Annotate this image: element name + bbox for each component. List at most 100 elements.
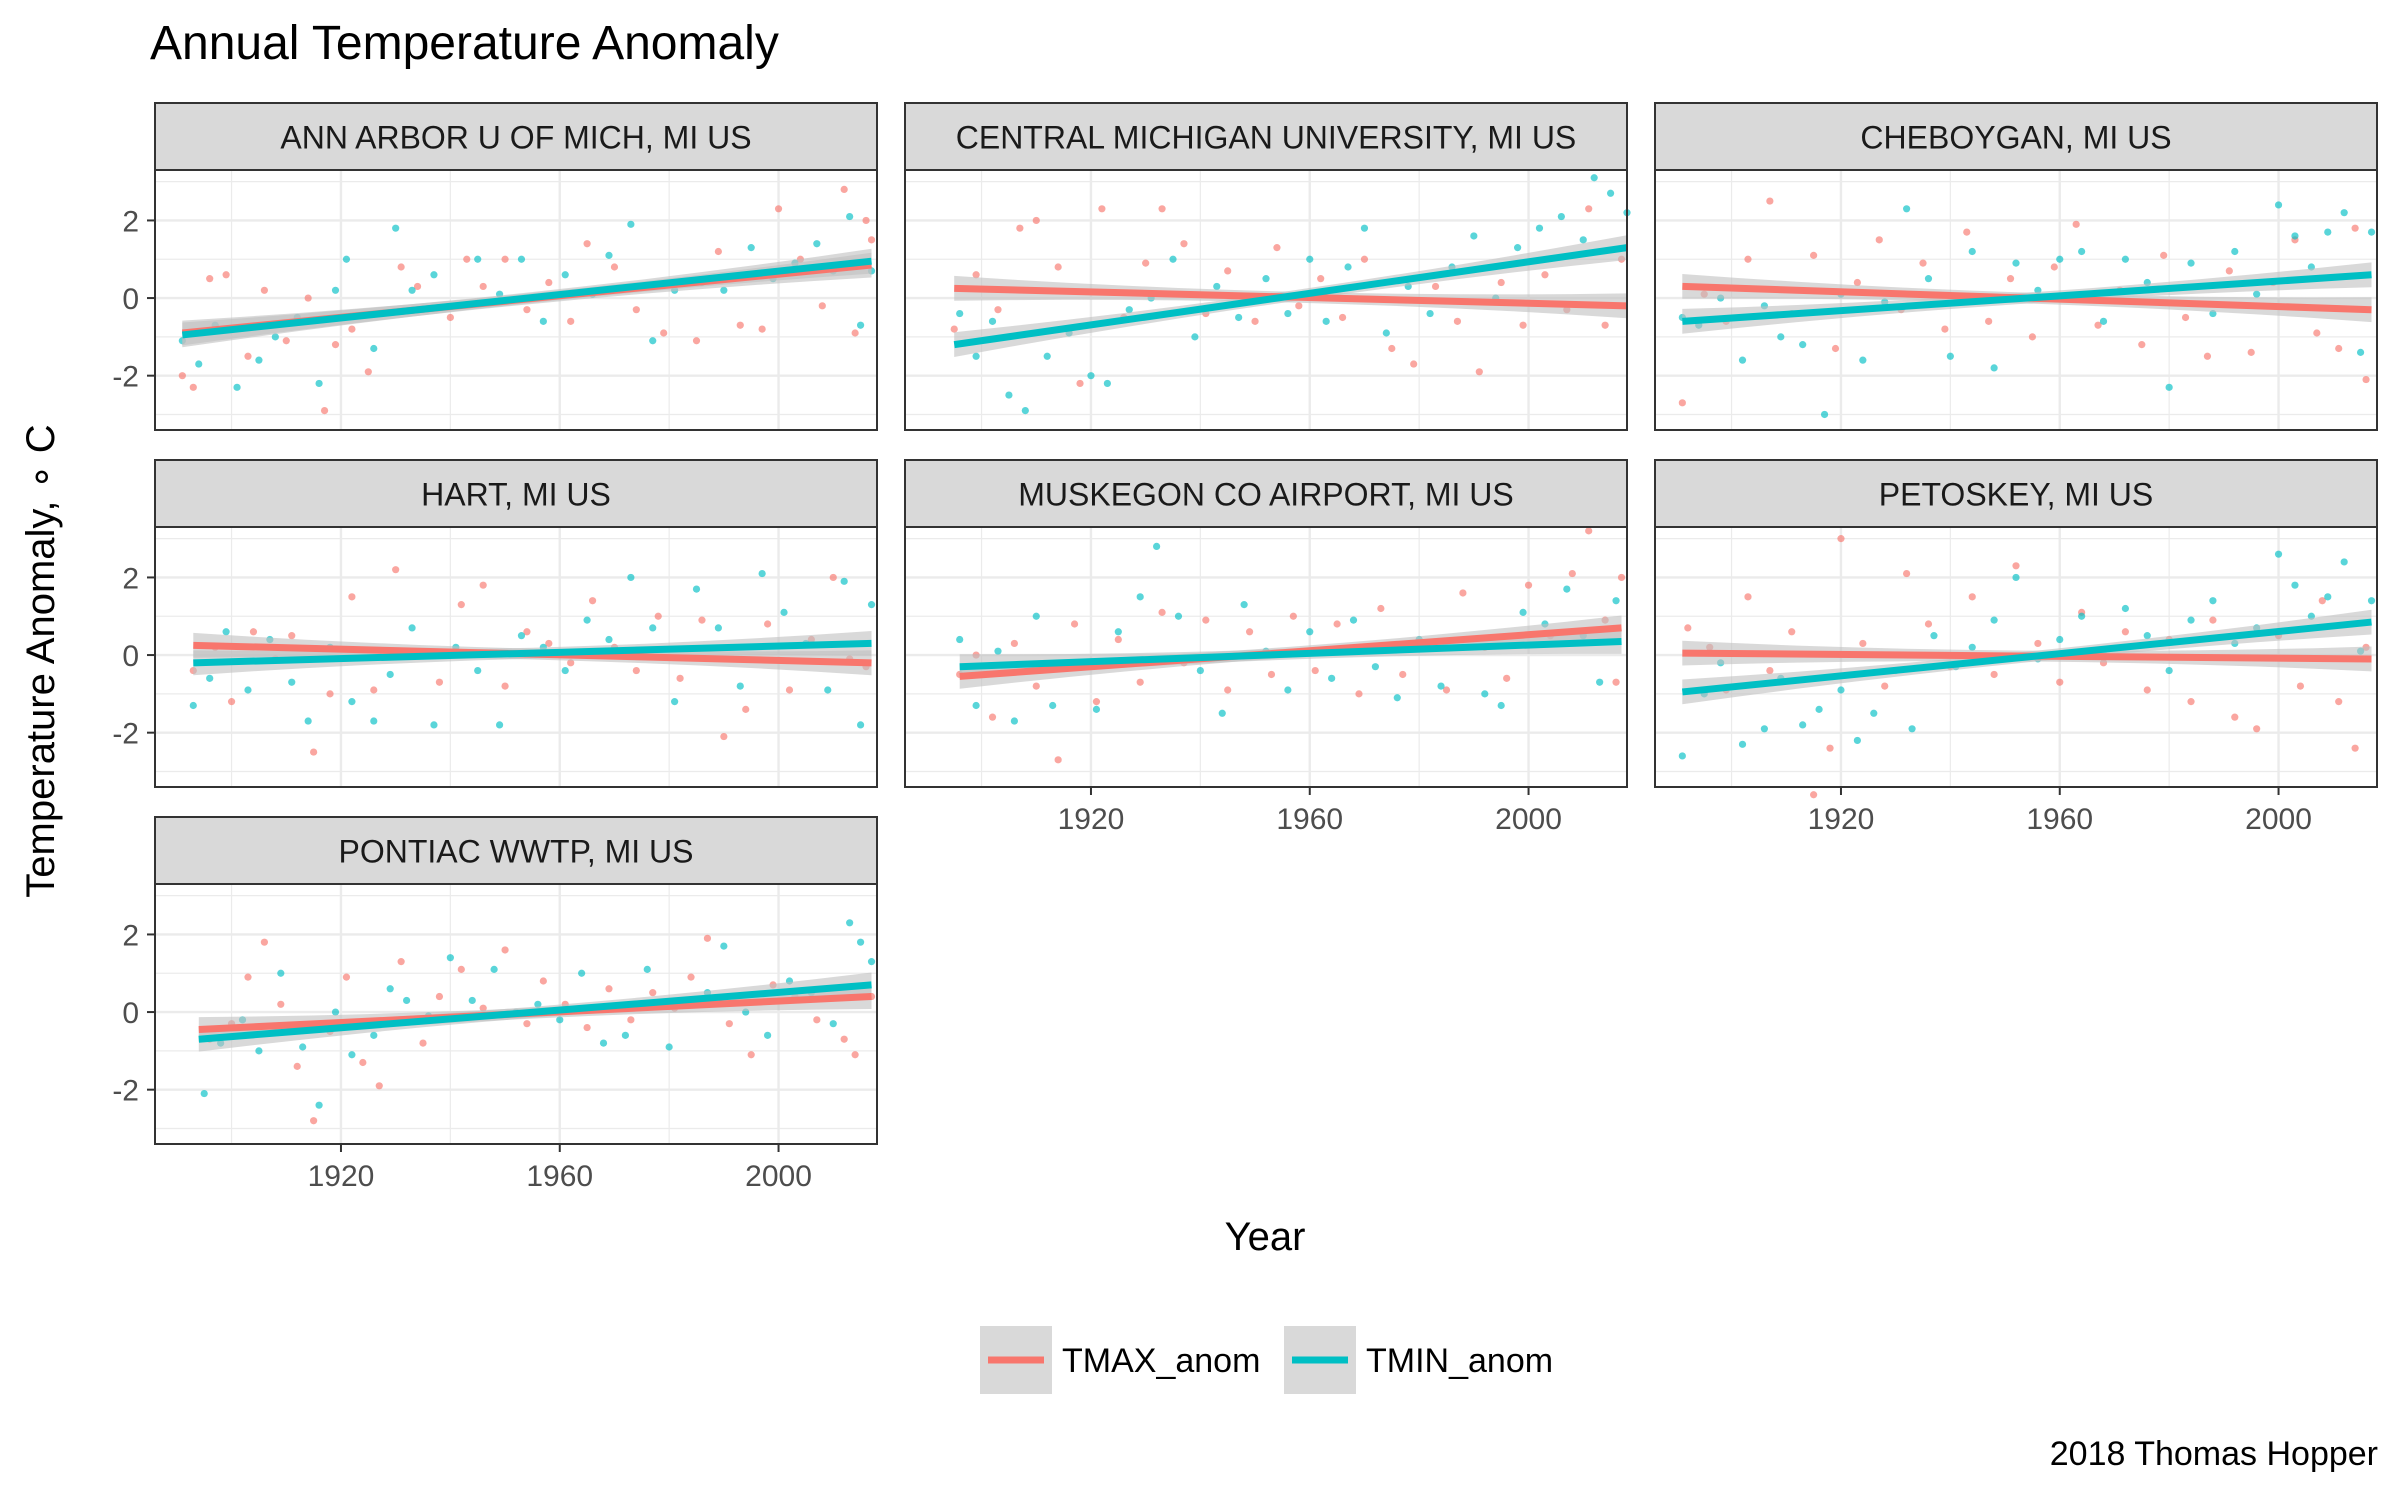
facet-strip: [154, 816, 878, 885]
data-point: [567, 659, 575, 667]
facet-strip-label: PETOSKEY, MI US: [1879, 477, 2153, 513]
data-point: [397, 263, 405, 271]
data-point: [583, 616, 591, 624]
data-point: [446, 954, 454, 962]
data-point: [714, 624, 722, 632]
data-point: [578, 969, 586, 977]
data-point: [2362, 375, 2370, 384]
trend-line: [1681, 618, 2372, 696]
trend-line: [181, 257, 872, 339]
data-point: [331, 341, 340, 349]
data-point: [994, 306, 1002, 314]
data-point: [539, 977, 547, 985]
data-point: [1114, 628, 1122, 636]
facet-strip: [154, 102, 878, 171]
data-point: [1859, 356, 1867, 364]
data-point: [189, 383, 197, 391]
data-point: [846, 212, 854, 221]
data-point: [972, 352, 980, 360]
x-tick-label: 1960: [526, 1160, 593, 1193]
data-point: [1585, 527, 1593, 535]
data-point: [430, 271, 438, 279]
data-point: [1125, 306, 1133, 314]
data-point: [545, 278, 553, 287]
y-tick-label: -2: [112, 718, 139, 751]
data-point: [1881, 682, 1889, 690]
data-point: [1169, 255, 1177, 263]
data-point: [1470, 232, 1478, 240]
data-point: [1442, 686, 1451, 694]
data-point: [1377, 604, 1385, 613]
data-point: [474, 255, 482, 263]
data-point: [1744, 593, 1752, 601]
data-point: [1519, 608, 1527, 616]
data-point: [2028, 333, 2037, 341]
data-point: [1153, 542, 1161, 551]
data-point: [829, 573, 837, 582]
data-point: [288, 678, 296, 686]
data-point: [2006, 275, 2015, 283]
data-point: [320, 406, 329, 415]
data-point: [2335, 344, 2343, 353]
data-point: [1032, 216, 1040, 225]
data-point: [392, 224, 400, 232]
data-point: [260, 286, 268, 294]
data-point: [304, 294, 312, 302]
data-point: [206, 674, 214, 682]
data-point: [1431, 282, 1440, 291]
data-point: [1393, 694, 1401, 702]
panel-border: [154, 169, 878, 431]
data-point: [2324, 593, 2332, 601]
data-point: [2121, 255, 2129, 263]
y-tick-label: -2: [112, 361, 139, 394]
data-point: [1606, 189, 1615, 197]
data-point: [408, 624, 416, 632]
data-point: [1946, 352, 1954, 360]
data-point: [632, 666, 640, 675]
data-point: [2160, 251, 2168, 259]
data-point: [1766, 666, 1774, 675]
data-point: [660, 329, 668, 337]
data-point: [1738, 740, 1747, 748]
data-point: [994, 647, 1002, 655]
data-point: [1070, 620, 1079, 628]
data-point: [1563, 585, 1571, 593]
data-point: [386, 985, 394, 993]
data-point: [1924, 620, 1933, 628]
data-point: [1870, 709, 1878, 717]
data-point: [2340, 209, 2348, 217]
data-point: [824, 686, 832, 694]
trend-line: [198, 981, 872, 1043]
facet-strip-label: HART, MI US: [421, 477, 611, 513]
data-point: [818, 302, 826, 310]
data-point: [348, 1051, 356, 1059]
data-point: [2078, 612, 2086, 620]
data-point: [1224, 686, 1232, 694]
data-point: [408, 286, 416, 294]
data-point: [288, 632, 296, 640]
data-point: [1990, 364, 1998, 372]
data-point: [501, 255, 509, 263]
data-point: [720, 732, 728, 741]
data-point: [1678, 399, 1686, 407]
data-point: [1535, 224, 1544, 232]
data-point: [1738, 356, 1747, 364]
data-point: [1497, 701, 1505, 710]
data-point: [599, 1039, 608, 1047]
data-point: [2072, 220, 2080, 228]
y-axis-label: Temperature Anomaly, ∘ C: [19, 424, 63, 897]
data-point: [244, 973, 252, 981]
data-point: [348, 593, 356, 601]
data-point: [950, 325, 958, 333]
data-point: [277, 969, 285, 977]
data-point: [277, 1000, 285, 1008]
data-point: [856, 938, 865, 946]
data-point: [479, 581, 487, 589]
data-point: [2012, 562, 2020, 570]
data-point: [1092, 698, 1101, 706]
x-tick-label: 2000: [2245, 803, 2312, 836]
data-point: [1054, 756, 1062, 764]
data-point: [255, 1047, 263, 1055]
data-point: [605, 251, 613, 259]
